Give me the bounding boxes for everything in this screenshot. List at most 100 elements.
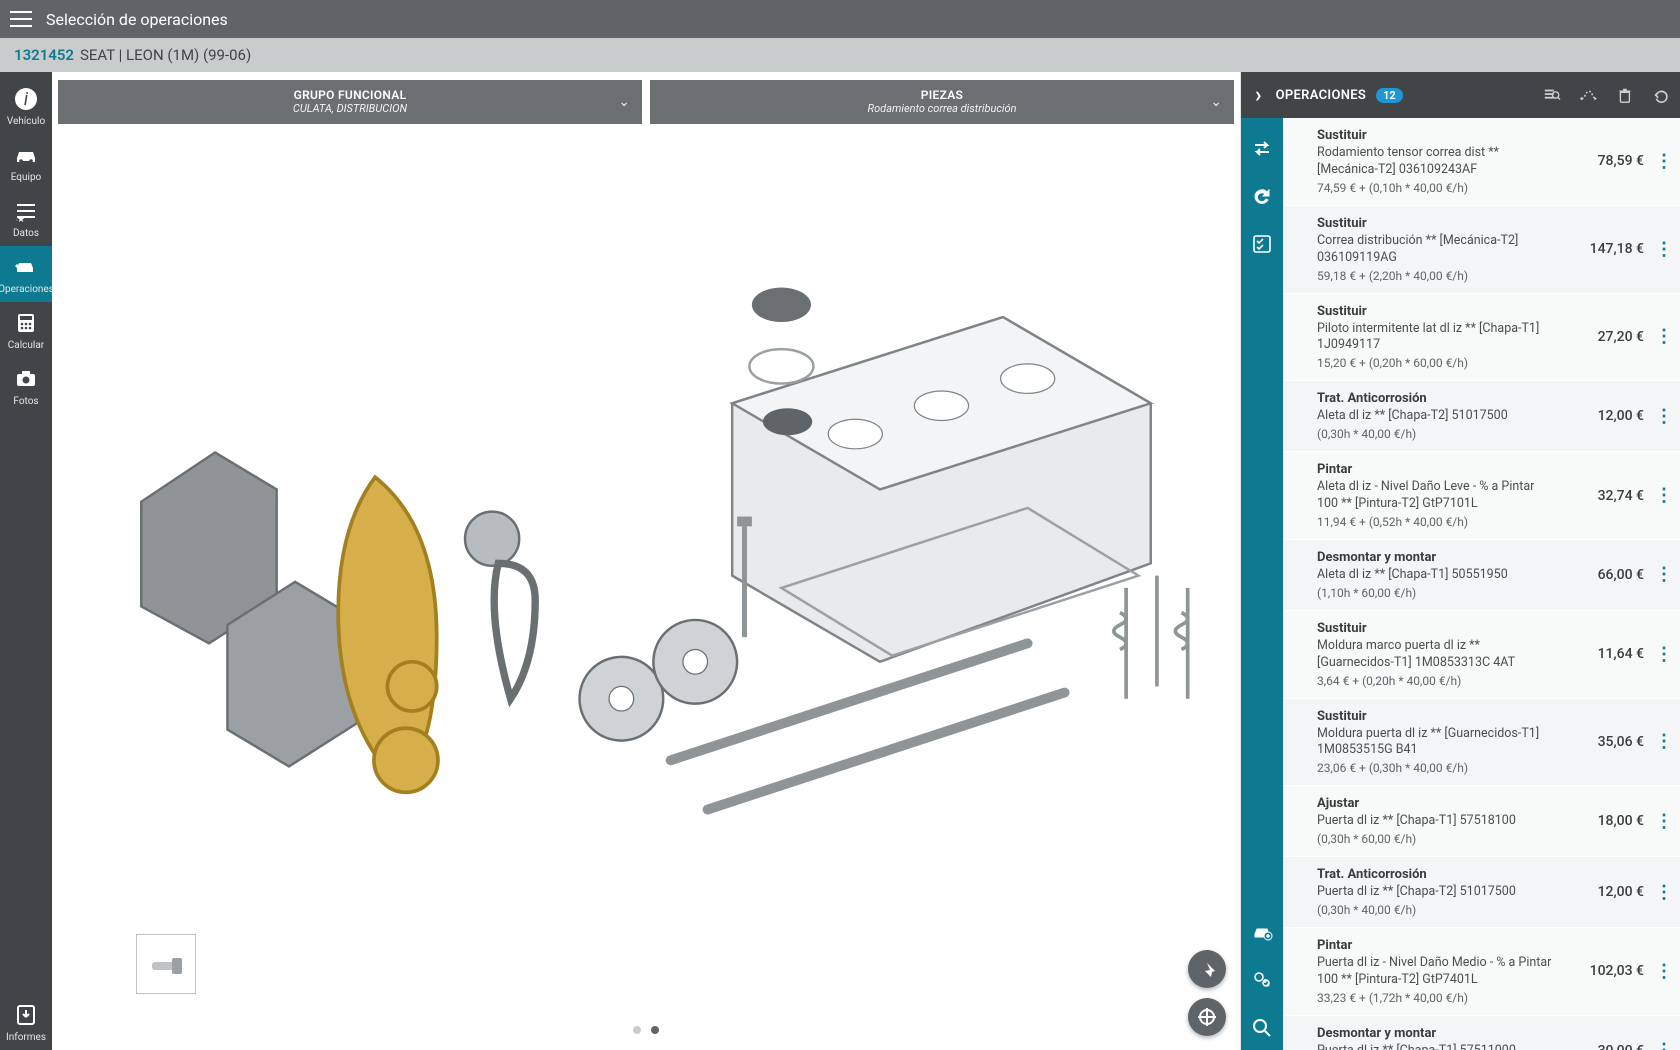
- rail-gears-icon[interactable]: [1241, 958, 1283, 1002]
- operation-title: Trat. Anticorrosión: [1317, 867, 1556, 882]
- operation-info: SustituirMoldura puerta dl iz ** [Guarne…: [1317, 709, 1556, 776]
- operation-price: 35,06 €: [1566, 734, 1644, 750]
- operation-menu-icon[interactable]: ⋮: [1654, 406, 1672, 427]
- operation-calc: 74,59 € + (0,10h * 40,00 €/h): [1317, 181, 1556, 195]
- operation-title: Desmontar y montar: [1317, 1026, 1556, 1041]
- operation-row[interactable]: Sustituir Moldura marco puerta dl iz ** […: [1283, 611, 1680, 698]
- menu-icon[interactable]: [10, 11, 32, 27]
- operation-desc: Aleta dl iz ** [Chapa-T1] 50551950: [1317, 567, 1556, 584]
- operation-menu-icon[interactable]: ⋮: [1654, 151, 1672, 172]
- operation-row[interactable]: Desmontar y montarPuerta dl iz ** [Chapa…: [1283, 1016, 1680, 1050]
- operation-calc: 11,94 € + (0,52h * 40,00 €/h): [1317, 515, 1556, 529]
- operation-title: Sustituir: [1317, 216, 1556, 231]
- chevron-down-icon: ⌄: [1210, 94, 1222, 110]
- rail-checklist-icon[interactable]: [1241, 222, 1283, 266]
- vehicle-id[interactable]: 1321452: [14, 46, 74, 64]
- thumbnail-tool[interactable]: [136, 934, 196, 994]
- dd-title: GRUPO FUNCIONAL: [293, 89, 407, 103]
- operation-desc: Moldura marco puerta dl iz ** [Guarnecid…: [1317, 638, 1556, 672]
- operation-menu-icon[interactable]: ⋮: [1654, 239, 1672, 260]
- diagram-area[interactable]: [52, 132, 1240, 1050]
- pager-dot-active[interactable]: [651, 1026, 659, 1034]
- vehicle-label: SEAT | LEON (1M) (99-06): [80, 46, 251, 64]
- operations-rail: [1241, 118, 1283, 1050]
- operation-price: 27,20 €: [1566, 329, 1644, 345]
- operation-row[interactable]: SustituirPiloto intermitente lat dl iz *…: [1283, 294, 1680, 381]
- operation-price: 11,64 €: [1566, 646, 1644, 662]
- pager-dot[interactable]: [633, 1026, 641, 1034]
- operation-title: Ajustar: [1317, 796, 1556, 811]
- rail-car-plus-icon[interactable]: [1241, 910, 1283, 954]
- operation-row[interactable]: Ajustar Puerta dl iz ** [Chapa-T1] 575181…: [1283, 786, 1680, 856]
- operation-calc: (0,30h * 40,00 €/h): [1317, 903, 1556, 917]
- nav-vehiculo[interactable]: Vehículo: [0, 78, 52, 134]
- operation-info: Pintar Aleta dl iz - Nivel Daño Leve - % …: [1317, 462, 1556, 529]
- operation-desc: Piloto intermitente lat dl iz ** [Chapa-…: [1317, 321, 1556, 355]
- operations-count-badge: 12: [1376, 88, 1403, 103]
- nav-fotos[interactable]: Fotos: [0, 358, 52, 414]
- operation-info: Ajustar Puerta dl iz ** [Chapa-T1] 575181…: [1317, 796, 1556, 846]
- operation-menu-icon[interactable]: ⋮: [1654, 564, 1672, 585]
- dropdown-parts[interactable]: PIEZAS Rodamiento correa distribución ⌄: [650, 80, 1234, 124]
- operation-info: Desmontar y montarPuerta dl iz ** [Chapa…: [1317, 1026, 1556, 1050]
- operation-menu-icon[interactable]: ⋮: [1654, 1040, 1672, 1050]
- rail-refresh-icon[interactable]: [1241, 174, 1283, 218]
- operation-menu-icon[interactable]: ⋮: [1654, 326, 1672, 347]
- breadcrumb: 1321452 SEAT | LEON (1M) (99-06): [0, 38, 1680, 72]
- operation-desc: Aleta dl iz ** [Chapa-T2] 51017500: [1317, 408, 1556, 425]
- operation-info: SustituirRodamiento tensor correa dist *…: [1317, 128, 1556, 195]
- operation-menu-icon[interactable]: ⋮: [1654, 882, 1672, 903]
- rail-zoom-icon[interactable]: [1241, 1006, 1283, 1050]
- search-list-icon[interactable]: [1542, 85, 1562, 105]
- operation-menu-icon[interactable]: ⋮: [1654, 811, 1672, 832]
- operation-price: 30,00 €: [1566, 1043, 1644, 1050]
- center-panel: GRUPO FUNCIONAL CULATA, DISTRIBUCION ⌄ P…: [52, 72, 1240, 1050]
- operation-price: 78,59 €: [1566, 153, 1644, 169]
- trash-icon[interactable]: [1614, 85, 1634, 105]
- route-icon[interactable]: [1578, 85, 1598, 105]
- operation-row[interactable]: Trat. AnticorrosiónPuerta dl iz ** [Chap…: [1283, 857, 1680, 927]
- operation-info: Desmontar y montar Aleta dl iz ** [Chapa-…: [1317, 550, 1556, 600]
- nav-label: Fotos: [13, 396, 38, 407]
- nav-informes[interactable]: Informes: [0, 994, 52, 1050]
- operation-row[interactable]: SustituirRodamiento tensor correa dist *…: [1283, 118, 1680, 205]
- operation-menu-icon[interactable]: ⋮: [1654, 644, 1672, 665]
- chevron-right-icon[interactable]: ›: [1251, 83, 1266, 108]
- operation-row[interactable]: PintarPuerta dl iz - Nivel Daño Medio - …: [1283, 928, 1680, 1015]
- operation-info: SustituirCorrea distribución ** [Mecánic…: [1317, 216, 1556, 283]
- operations-list[interactable]: Sustituir Rodamiento tensor correa dist *…: [1283, 118, 1680, 1050]
- nav-datos[interactable]: Datos: [0, 190, 52, 246]
- operation-desc: Puerta dl iz ** [Chapa-T1] 57518100: [1317, 813, 1556, 830]
- left-nav: Vehículo Equipo Datos Operaciones Calcul…: [0, 72, 52, 1050]
- operation-title: Desmontar y montar: [1317, 550, 1556, 565]
- operation-row[interactable]: SustituirMoldura puerta dl iz ** [Guarne…: [1283, 699, 1680, 786]
- nav-label: Informes: [6, 1032, 46, 1043]
- operation-title: Sustituir: [1317, 621, 1556, 636]
- operation-desc: Rodamiento tensor correa dist ** [Mecáni…: [1317, 145, 1556, 179]
- nav-label: Datos: [13, 228, 39, 239]
- undo-icon[interactable]: [1650, 85, 1670, 105]
- operation-calc: (0,30h * 40,00 €/h): [1317, 427, 1556, 441]
- operation-row[interactable]: Trat. AnticorrosiónAleta dl iz ** [Chapa…: [1283, 381, 1680, 451]
- operation-row[interactable]: Desmontar y montar Aleta dl iz ** [Chapa-…: [1283, 540, 1680, 610]
- operation-title: Pintar: [1317, 462, 1556, 477]
- rail-swap-icon[interactable]: [1241, 126, 1283, 170]
- operation-menu-icon[interactable]: ⋮: [1654, 485, 1672, 506]
- pin-button[interactable]: [1188, 950, 1226, 988]
- operation-menu-icon[interactable]: ⋮: [1654, 961, 1672, 982]
- dd-subtitle: CULATA, DISTRIBUCION: [293, 103, 407, 116]
- operation-price: 12,00 €: [1566, 884, 1644, 900]
- dd-title: PIEZAS: [868, 89, 1017, 103]
- pager-dots[interactable]: [633, 1026, 659, 1034]
- operation-menu-icon[interactable]: ⋮: [1654, 731, 1672, 752]
- operation-desc: Aleta dl iz - Nivel Daño Leve - % a Pint…: [1317, 479, 1556, 513]
- nav-calcular[interactable]: Calcular: [0, 302, 52, 358]
- dropdown-functional-group[interactable]: GRUPO FUNCIONAL CULATA, DISTRIBUCION ⌄: [58, 80, 642, 124]
- target-button[interactable]: [1188, 998, 1226, 1036]
- operation-calc: 23,06 € + (0,30h * 40,00 €/h): [1317, 761, 1556, 775]
- operation-row[interactable]: Pintar Aleta dl iz - Nivel Daño Leve - % …: [1283, 452, 1680, 539]
- nav-equipo[interactable]: Equipo: [0, 134, 52, 190]
- operation-row[interactable]: SustituirCorrea distribución ** [Mecánic…: [1283, 206, 1680, 293]
- exploded-diagram[interactable]: [92, 172, 1200, 930]
- nav-operaciones[interactable]: Operaciones: [0, 246, 52, 302]
